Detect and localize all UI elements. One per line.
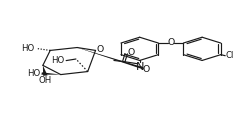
Text: HO: HO	[51, 56, 64, 65]
Text: HO: HO	[27, 69, 40, 78]
Text: N: N	[135, 62, 144, 72]
Text: O: O	[167, 38, 174, 47]
Polygon shape	[77, 48, 144, 69]
Text: Cl: Cl	[226, 51, 234, 60]
Text: O: O	[127, 48, 135, 57]
Polygon shape	[41, 72, 61, 75]
Text: O: O	[143, 65, 150, 74]
Text: HO: HO	[21, 44, 34, 53]
Polygon shape	[43, 65, 48, 76]
Text: O: O	[96, 45, 104, 54]
Text: OH: OH	[39, 76, 52, 85]
